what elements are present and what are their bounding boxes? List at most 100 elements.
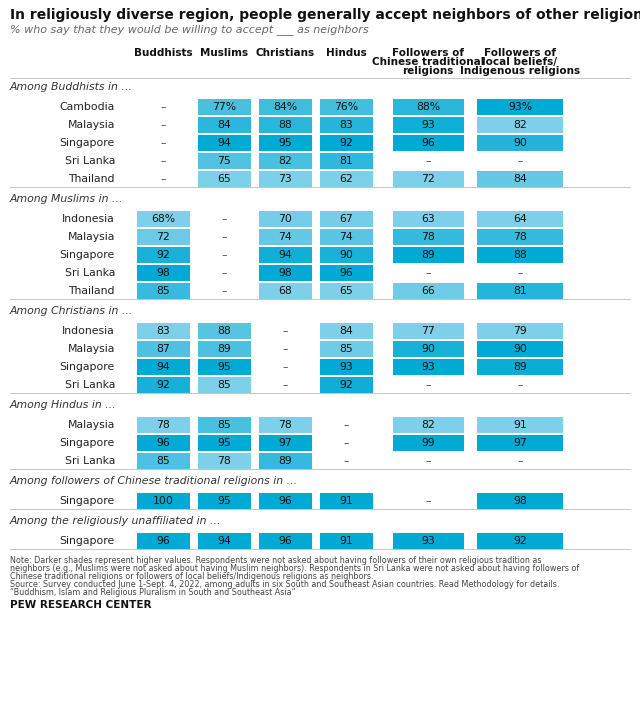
Text: 79: 79 <box>513 326 527 336</box>
Text: 95: 95 <box>278 138 292 148</box>
FancyBboxPatch shape <box>477 493 563 509</box>
FancyBboxPatch shape <box>319 359 372 375</box>
Text: 78: 78 <box>217 456 231 466</box>
FancyBboxPatch shape <box>198 359 250 375</box>
Text: 88%: 88% <box>416 102 440 112</box>
Text: Singapore: Singapore <box>60 496 115 506</box>
Text: Malaysia: Malaysia <box>68 232 115 242</box>
Text: –: – <box>160 102 166 112</box>
Text: –: – <box>282 344 288 354</box>
Text: –: – <box>160 174 166 184</box>
FancyBboxPatch shape <box>136 453 189 469</box>
FancyBboxPatch shape <box>477 435 563 451</box>
FancyBboxPatch shape <box>136 341 189 357</box>
Text: –: – <box>425 496 431 506</box>
Text: –: – <box>343 438 349 448</box>
FancyBboxPatch shape <box>319 117 372 133</box>
Text: –: – <box>517 268 523 278</box>
FancyBboxPatch shape <box>477 341 563 357</box>
Text: –: – <box>160 138 166 148</box>
FancyBboxPatch shape <box>259 283 312 299</box>
Text: Malaysia: Malaysia <box>68 344 115 354</box>
FancyBboxPatch shape <box>319 493 372 509</box>
FancyBboxPatch shape <box>259 117 312 133</box>
Text: neighbors (e.g., Muslims were not asked about having Muslim neighbors). Responde: neighbors (e.g., Muslims were not asked … <box>10 564 579 573</box>
Text: 98: 98 <box>278 268 292 278</box>
Text: Hindus: Hindus <box>326 48 366 58</box>
Text: Singapore: Singapore <box>60 250 115 260</box>
Text: 92: 92 <box>339 380 353 390</box>
Text: 97: 97 <box>513 438 527 448</box>
Text: Among the religiously unaffiliated in ...: Among the religiously unaffiliated in ..… <box>10 516 221 526</box>
Text: 85: 85 <box>339 344 353 354</box>
Text: –: – <box>221 214 227 224</box>
FancyBboxPatch shape <box>477 359 563 375</box>
Text: 99: 99 <box>421 438 435 448</box>
Text: –: – <box>425 156 431 166</box>
FancyBboxPatch shape <box>477 99 563 115</box>
Text: 92: 92 <box>513 536 527 546</box>
Text: 92: 92 <box>156 380 170 390</box>
Text: Indigenous religions: Indigenous religions <box>460 66 580 76</box>
FancyBboxPatch shape <box>392 247 463 263</box>
Text: Chinese traditional religions or followers of local beliefs/Indigenous religions: Chinese traditional religions or followe… <box>10 572 374 581</box>
Text: In religiously diverse region, people generally accept neighbors of other religi: In religiously diverse region, people ge… <box>10 8 640 22</box>
FancyBboxPatch shape <box>259 493 312 509</box>
FancyBboxPatch shape <box>319 211 372 227</box>
FancyBboxPatch shape <box>477 229 563 245</box>
Text: 93%: 93% <box>508 102 532 112</box>
FancyBboxPatch shape <box>259 171 312 187</box>
FancyBboxPatch shape <box>198 323 250 339</box>
FancyBboxPatch shape <box>259 265 312 281</box>
Text: –: – <box>160 156 166 166</box>
Text: 96: 96 <box>278 496 292 506</box>
FancyBboxPatch shape <box>392 171 463 187</box>
Text: 95: 95 <box>217 438 231 448</box>
FancyBboxPatch shape <box>136 359 189 375</box>
Text: local beliefs/: local beliefs/ <box>483 57 557 67</box>
Text: 73: 73 <box>278 174 292 184</box>
Text: Chinese traditional: Chinese traditional <box>372 57 484 67</box>
Text: Singapore: Singapore <box>60 138 115 148</box>
Text: 82: 82 <box>278 156 292 166</box>
Text: Among Hindus in ...: Among Hindus in ... <box>10 400 116 410</box>
Text: –: – <box>343 456 349 466</box>
Text: 88: 88 <box>278 120 292 130</box>
Text: 94: 94 <box>217 138 231 148</box>
Text: –: – <box>221 268 227 278</box>
Text: Singapore: Singapore <box>60 536 115 546</box>
Text: Cambodia: Cambodia <box>60 102 115 112</box>
Text: religions: religions <box>403 66 454 76</box>
Text: 85: 85 <box>156 456 170 466</box>
Text: –: – <box>425 268 431 278</box>
Text: 78: 78 <box>421 232 435 242</box>
Text: 93: 93 <box>421 362 435 372</box>
Text: –: – <box>160 120 166 130</box>
Text: Sri Lanka: Sri Lanka <box>65 156 115 166</box>
Text: Singapore: Singapore <box>60 438 115 448</box>
Text: –: – <box>425 380 431 390</box>
FancyBboxPatch shape <box>259 211 312 227</box>
Text: 91: 91 <box>513 420 527 430</box>
Text: 65: 65 <box>217 174 231 184</box>
FancyBboxPatch shape <box>198 341 250 357</box>
Text: 96: 96 <box>278 536 292 546</box>
FancyBboxPatch shape <box>319 265 372 281</box>
FancyBboxPatch shape <box>477 135 563 151</box>
Text: 65: 65 <box>339 286 353 296</box>
Text: 95: 95 <box>217 362 231 372</box>
FancyBboxPatch shape <box>392 135 463 151</box>
Text: Source: Survey conducted June 1-Sept. 4, 2022, among adults in six South and Sou: Source: Survey conducted June 1-Sept. 4,… <box>10 580 559 589</box>
Text: 90: 90 <box>513 138 527 148</box>
Text: 85: 85 <box>217 380 231 390</box>
Text: Buddhists: Buddhists <box>134 48 192 58</box>
Text: 92: 92 <box>156 250 170 260</box>
Text: Among followers of Chinese traditional religions in ...: Among followers of Chinese traditional r… <box>10 476 298 486</box>
FancyBboxPatch shape <box>392 417 463 433</box>
Text: Indonesia: Indonesia <box>62 326 115 336</box>
Text: 68%: 68% <box>151 214 175 224</box>
Text: 89: 89 <box>278 456 292 466</box>
Text: 81: 81 <box>513 286 527 296</box>
Text: 96: 96 <box>339 268 353 278</box>
FancyBboxPatch shape <box>136 323 189 339</box>
